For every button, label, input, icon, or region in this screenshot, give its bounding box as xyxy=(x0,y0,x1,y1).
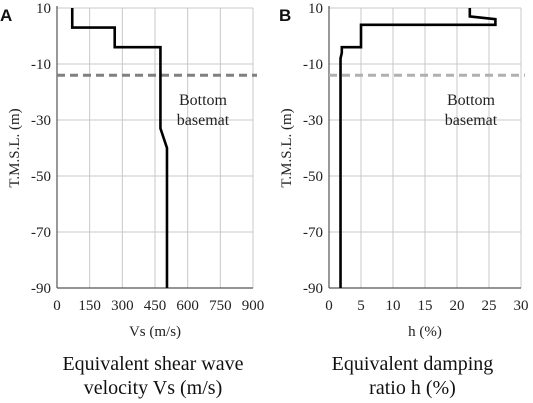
x-tick-label: 10 xyxy=(386,298,401,314)
y-axis-title: T.M.S.L. (m) xyxy=(7,108,23,187)
x-tick-label: 300 xyxy=(111,298,134,314)
caption-b: Equivalent damping ratio h (%) xyxy=(295,352,530,400)
y-tick-label: -10 xyxy=(31,57,51,73)
y-tick-label: -30 xyxy=(31,113,51,129)
y-tick-label: -90 xyxy=(31,281,51,297)
x-axis-title: h (%) xyxy=(408,324,442,340)
x-tick-label: 750 xyxy=(209,298,232,314)
y-axis-title: T.M.S.L. (m) xyxy=(279,108,295,187)
y-tick-label: -70 xyxy=(31,225,51,241)
x-tick-label: 0 xyxy=(53,298,61,314)
y-tick-label: -90 xyxy=(303,281,323,297)
y-tick-label: -10 xyxy=(303,57,323,73)
series-line-0 xyxy=(70,8,169,288)
caption-b-line-1: Equivalent damping xyxy=(331,353,494,375)
caption-b-line-2: ratio h (%) xyxy=(369,377,456,399)
reference-label-line-2: basemat xyxy=(445,112,498,129)
y-tick-label: -50 xyxy=(31,169,51,185)
x-tick-label: 900 xyxy=(242,298,265,314)
x-tick-label: 5 xyxy=(357,298,365,314)
grid xyxy=(56,7,254,289)
x-tick-label: 600 xyxy=(176,298,199,314)
y-tick-label: -70 xyxy=(303,225,323,241)
x-tick-label: 15 xyxy=(418,298,433,314)
panel-label: B xyxy=(279,6,291,25)
chart-panel-a: A 10 -10 -30 -50 -70 -900 150 300 450 600 750 900 Vs … xyxy=(0,1,264,340)
y-tick-label: 10 xyxy=(36,1,51,17)
caption-a: Equivalent shear wave velocity Vs (m/s) xyxy=(28,352,278,400)
reference-label-line-1: Bottom xyxy=(179,92,228,109)
x-axis-title: Vs (m/s) xyxy=(129,324,181,340)
x-tick-label: 0 xyxy=(325,298,333,314)
series-line-0 xyxy=(339,8,497,288)
reference-label-line-2: basemat xyxy=(177,112,230,129)
y-tick-label: -50 xyxy=(303,169,323,185)
reference-label-line-1: Bottom xyxy=(447,92,496,109)
x-tick-label: 30 xyxy=(514,298,529,314)
y-tick-label: 10 xyxy=(308,1,323,17)
x-tick-label: 25 xyxy=(482,298,497,314)
y-tick-label: -30 xyxy=(303,113,323,129)
grid xyxy=(328,7,522,289)
chart-panel-b: B 10 -10 -30 -50 -70 -900 5 10 15 20 25 30 h (%) T.M.S… xyxy=(279,1,529,340)
caption-a-line-2: velocity Vs (m/s) xyxy=(83,377,223,399)
x-tick-label: 20 xyxy=(450,298,465,314)
panel-label: A xyxy=(0,6,12,25)
x-tick-label: 450 xyxy=(144,298,167,314)
x-tick-label: 150 xyxy=(78,298,101,314)
caption-a-line-1: Equivalent shear wave xyxy=(62,353,244,375)
